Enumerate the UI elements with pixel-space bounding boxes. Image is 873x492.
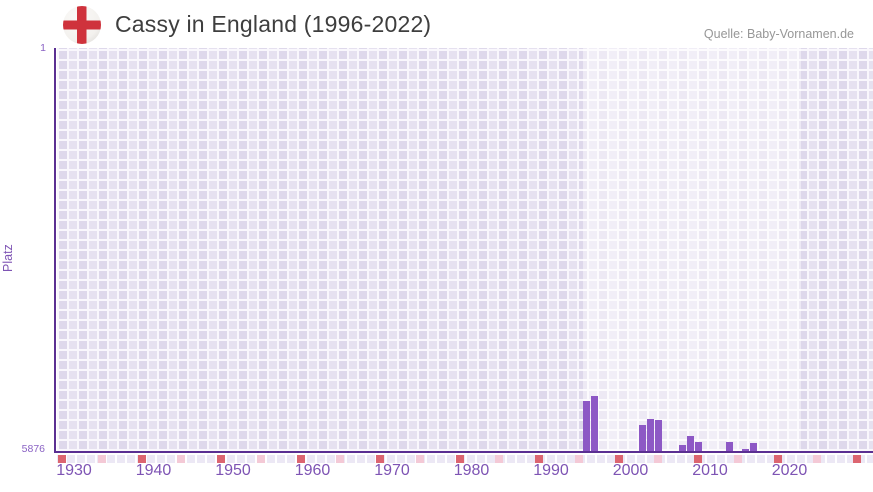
x-tick-1990: 1990 bbox=[533, 462, 569, 479]
decade-marker-1950 bbox=[217, 455, 225, 463]
bar-1996[interactable] bbox=[583, 401, 591, 451]
decade-marker-1930 bbox=[58, 455, 66, 463]
x-tick-1930: 1930 bbox=[56, 462, 92, 479]
x-tick-1980: 1980 bbox=[453, 462, 490, 479]
bar-2009[interactable] bbox=[686, 435, 694, 451]
y-axis-top-label: 1 bbox=[40, 42, 46, 54]
half-decade-marker-1975 bbox=[415, 455, 424, 463]
x-axis-line bbox=[54, 451, 873, 453]
bar-1997[interactable] bbox=[591, 396, 599, 451]
bar-2008[interactable] bbox=[678, 445, 686, 451]
half-decade-marker-1945 bbox=[177, 455, 186, 463]
x-tick-1960: 1960 bbox=[294, 462, 331, 479]
half-decade-marker-1955 bbox=[256, 455, 265, 463]
bar-2005[interactable] bbox=[654, 420, 662, 451]
x-axis-labels: 1930 1940 1950 1960 1970 1980 1990 2000 2010 2020 bbox=[56, 462, 873, 484]
half-decade-marker-2015 bbox=[733, 455, 742, 463]
y-axis-bottom-label: 5876 bbox=[21, 443, 45, 455]
decade-marker-2010 bbox=[694, 455, 702, 463]
half-decade-marker-1935 bbox=[97, 455, 106, 463]
decade-marker-1960 bbox=[296, 455, 305, 463]
bars-layer bbox=[57, 48, 873, 451]
bar-2016[interactable] bbox=[742, 448, 750, 451]
decade-marker-1970 bbox=[376, 455, 384, 463]
decade-marker-2020 bbox=[773, 455, 782, 463]
decade-marker-1940 bbox=[137, 455, 146, 463]
half-decade-marker-1965 bbox=[336, 455, 345, 463]
decade-marker-1990 bbox=[535, 455, 543, 463]
x-tick-2020: 2020 bbox=[771, 462, 808, 479]
bar-2010[interactable] bbox=[694, 442, 702, 451]
bar-2004[interactable] bbox=[646, 419, 654, 451]
x-tick-1970: 1970 bbox=[374, 462, 410, 479]
decade-marker-2000 bbox=[614, 455, 623, 463]
half-decade-marker-2025 bbox=[813, 455, 822, 463]
bar-2014[interactable] bbox=[726, 441, 734, 451]
england-flag-svg bbox=[63, 6, 101, 44]
axis-marker-strip bbox=[57, 455, 873, 463]
bar-2003[interactable] bbox=[638, 425, 646, 451]
y-axis-line bbox=[54, 48, 56, 453]
y-axis-title: Platz bbox=[1, 244, 15, 272]
half-decade-marker-2005 bbox=[654, 455, 663, 463]
x-tick-2000: 2000 bbox=[612, 462, 649, 479]
half-decade-marker-1985 bbox=[495, 455, 504, 463]
x-tick-2010: 2010 bbox=[692, 462, 728, 479]
decade-marker-1980 bbox=[455, 455, 464, 463]
decade-marker-2030 bbox=[853, 455, 861, 463]
source-label: Quelle: Baby-Vornamen.de bbox=[703, 27, 854, 41]
half-decade-marker-1995 bbox=[574, 455, 583, 463]
plot-area bbox=[57, 48, 873, 451]
bar-2017[interactable] bbox=[750, 442, 758, 451]
england-flag-icon bbox=[63, 6, 101, 44]
chart-title: Cassy in England (1996-2022) bbox=[115, 11, 432, 37]
x-tick-1950: 1950 bbox=[215, 462, 251, 479]
x-tick-1940: 1940 bbox=[135, 462, 172, 479]
data-period-highlight bbox=[582, 48, 802, 451]
